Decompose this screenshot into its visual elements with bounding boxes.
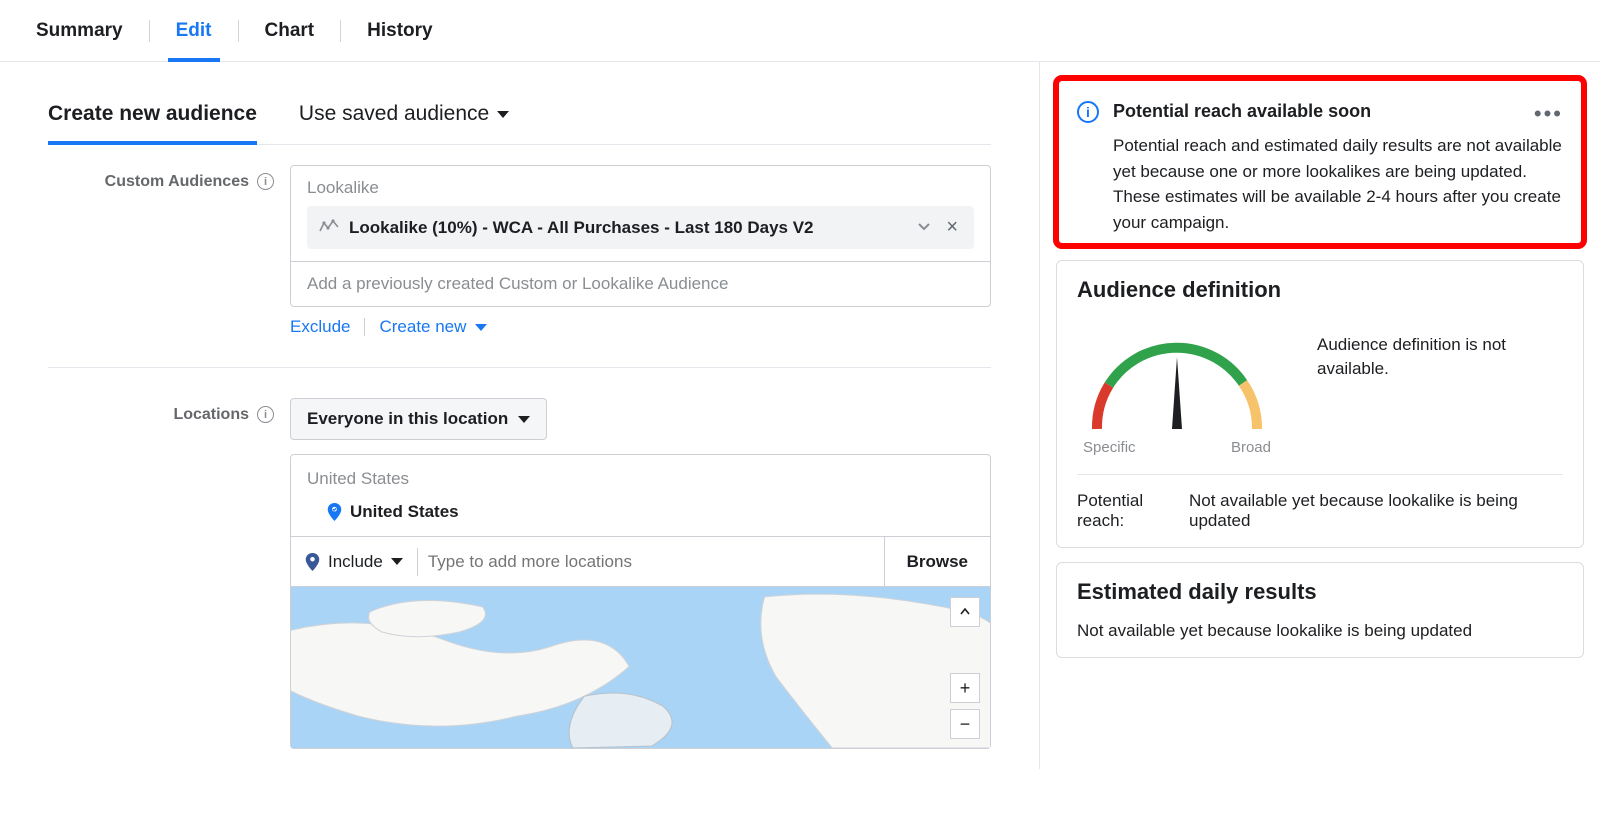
potential-reach-notice: i Potential reach available soon ••• Pot…: [1056, 78, 1584, 246]
map-pan-up-button[interactable]: [950, 597, 980, 627]
custom-audiences-box: Lookalike Lookalike (10%) - WCA - All Pu…: [290, 165, 991, 307]
tab-chart[interactable]: Chart: [245, 0, 335, 61]
chevron-down-icon: [518, 416, 530, 423]
location-scope-label: Everyone in this location: [307, 409, 508, 429]
estimated-daily-card: Estimated daily results Not available ye…: [1056, 562, 1584, 658]
create-new-label: Create new: [379, 317, 466, 336]
tab-divider: [340, 20, 341, 42]
potential-reach-label: Potential reach:: [1077, 491, 1165, 531]
locations-label-text: Locations: [173, 406, 249, 424]
locations-box: United States United States Include: [290, 454, 991, 749]
location-map[interactable]: + −: [291, 586, 990, 748]
audience-definition-card: Audience definition Spe: [1056, 260, 1584, 548]
lookalike-group-label: Lookalike: [307, 178, 974, 198]
location-scope-dropdown[interactable]: Everyone in this location: [290, 398, 547, 440]
chevron-down-icon: [497, 111, 509, 118]
tab-divider: [149, 20, 150, 42]
pin-icon: [327, 503, 342, 521]
notice-title: Potential reach available soon: [1113, 101, 1371, 122]
audience-definition-text: Audience definition is not available.: [1317, 329, 1563, 381]
tab-edit[interactable]: Edit: [156, 0, 232, 61]
tab-use-saved-audience[interactable]: Use saved audience: [299, 102, 509, 144]
tab-create-new-audience[interactable]: Create new audience: [48, 102, 257, 144]
tab-summary[interactable]: Summary: [16, 0, 143, 61]
location-item-united-states[interactable]: United States: [291, 498, 990, 536]
section-divider: [48, 367, 991, 368]
location-item-label: United States: [350, 502, 459, 522]
info-icon[interactable]: i: [257, 406, 274, 423]
custom-audiences-label-text: Custom Audiences: [105, 173, 249, 191]
custom-audiences-label: Custom Audiences i: [48, 165, 290, 337]
more-menu-icon[interactable]: •••: [1534, 101, 1563, 127]
location-input[interactable]: [417, 548, 884, 576]
map-zoom-out-button[interactable]: −: [950, 709, 980, 739]
include-dropdown[interactable]: Include: [291, 537, 417, 586]
chevron-down-icon[interactable]: [916, 218, 932, 238]
chevron-down-icon: [475, 324, 487, 331]
add-audience-input[interactable]: Add a previously created Custom or Looka…: [307, 274, 974, 294]
audience-tabs: Create new audience Use saved audience: [48, 102, 991, 145]
lookalike-chip-text: Lookalike (10%) - WCA - All Purchases - …: [349, 218, 906, 238]
tab-use-saved-audience-label: Use saved audience: [299, 102, 489, 126]
map-zoom-in-button[interactable]: +: [950, 673, 980, 703]
location-group-label: United States: [307, 469, 974, 489]
lookalike-icon: [319, 219, 339, 237]
browse-button[interactable]: Browse: [884, 537, 990, 586]
chevron-down-icon: [391, 558, 403, 565]
potential-reach-value: Not available yet because lookalike is b…: [1189, 491, 1563, 531]
include-label: Include: [328, 552, 383, 572]
gauge-label-specific: Specific: [1083, 439, 1136, 456]
notice-body: Potential reach and estimated daily resu…: [1113, 133, 1563, 235]
info-icon: i: [1077, 101, 1099, 123]
lookalike-chip: Lookalike (10%) - WCA - All Purchases - …: [307, 206, 974, 249]
tab-history[interactable]: History: [347, 0, 452, 61]
pin-icon: [305, 553, 320, 571]
tab-divider: [238, 20, 239, 42]
gauge-label-broad: Broad: [1231, 439, 1271, 456]
create-new-link[interactable]: Create new: [379, 317, 487, 337]
audience-definition-title: Audience definition: [1077, 277, 1563, 303]
top-tabs: Summary Edit Chart History: [0, 0, 1600, 62]
audience-gauge: [1077, 329, 1277, 439]
remove-chip-icon[interactable]: ×: [942, 216, 962, 239]
info-icon[interactable]: i: [257, 173, 274, 190]
estimated-daily-body: Not available yet because lookalike is b…: [1077, 621, 1563, 641]
estimated-daily-title: Estimated daily results: [1077, 579, 1563, 605]
link-divider: [364, 318, 365, 336]
locations-label: Locations i: [48, 398, 290, 749]
exclude-link[interactable]: Exclude: [290, 317, 350, 337]
